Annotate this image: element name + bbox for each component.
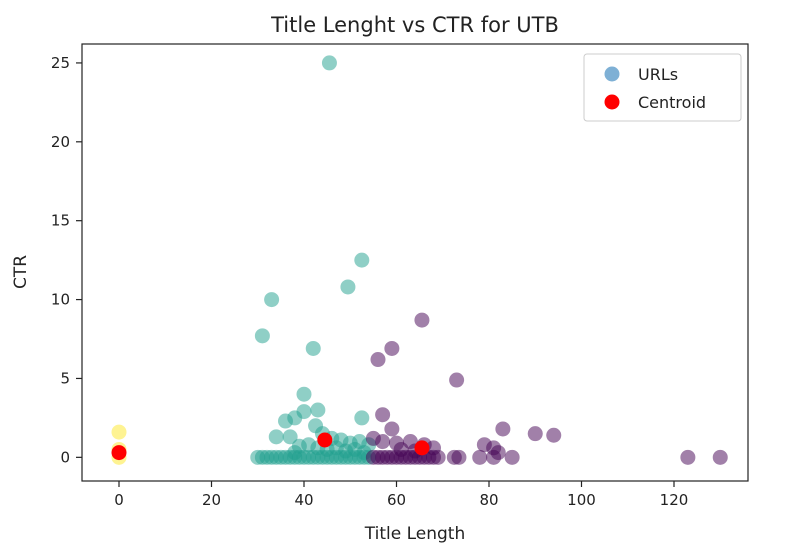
data-points — [111, 55, 728, 465]
axis-ticks: 0 20 40 60 80 100 120 0 5 10 15 20 25 — [51, 54, 688, 509]
url-point — [472, 449, 488, 465]
centroid-point — [111, 445, 127, 461]
url-point — [527, 426, 543, 442]
url-point — [504, 449, 520, 465]
url-point — [414, 312, 430, 328]
url-point — [370, 352, 386, 368]
y-tick-label: 20 — [51, 133, 70, 151]
url-point — [451, 449, 467, 465]
x-tick-label: 100 — [567, 491, 596, 509]
url-point — [384, 421, 400, 437]
url-point — [384, 340, 400, 356]
plot-frame — [81, 43, 749, 482]
y-tick-label: 5 — [60, 369, 70, 387]
url-point — [321, 55, 337, 71]
url-point — [268, 429, 284, 445]
url-point — [495, 421, 511, 437]
url-point — [340, 279, 356, 295]
url-point — [430, 449, 446, 465]
url-point — [264, 292, 280, 308]
url-point — [449, 372, 465, 388]
url-point — [310, 402, 326, 418]
url-point — [296, 386, 312, 402]
url-point — [278, 413, 293, 429]
x-tick-label: 60 — [387, 491, 406, 509]
url-point — [680, 449, 696, 465]
legend-urls-label: URLs — [638, 65, 678, 84]
url-point — [712, 449, 728, 465]
url-point — [305, 340, 321, 356]
legend-urls-marker — [604, 66, 620, 82]
url-point — [354, 410, 370, 426]
legend-centroid-marker — [604, 94, 620, 110]
url-point — [254, 328, 270, 344]
x-tick-label: 40 — [294, 491, 313, 509]
url-point — [546, 427, 562, 443]
y-tick-label: 0 — [60, 448, 70, 466]
centroid-point — [414, 440, 430, 456]
url-point — [375, 407, 391, 423]
x-tick-label: 0 — [114, 491, 124, 509]
url-point — [282, 429, 298, 445]
x-tick-label: 80 — [479, 491, 498, 509]
legend: URLs Centroid — [583, 53, 742, 122]
x-tick-label: 120 — [660, 491, 689, 509]
centroid-point — [317, 432, 333, 448]
x-tick-label: 20 — [202, 491, 221, 509]
y-tick-label: 10 — [51, 291, 70, 309]
url-point — [486, 449, 502, 465]
x-axis-label: Title Length — [364, 524, 465, 544]
url-point — [111, 424, 127, 440]
legend-centroid-label: Centroid — [638, 93, 706, 112]
url-point — [375, 434, 391, 450]
url-point — [354, 252, 370, 268]
y-tick-label: 15 — [51, 212, 70, 230]
chart-title: Title Lenght vs CTR for UTB — [270, 13, 559, 37]
y-tick-label: 25 — [51, 54, 70, 72]
legend-box — [583, 53, 742, 122]
y-axis-label: CTR — [11, 255, 31, 289]
